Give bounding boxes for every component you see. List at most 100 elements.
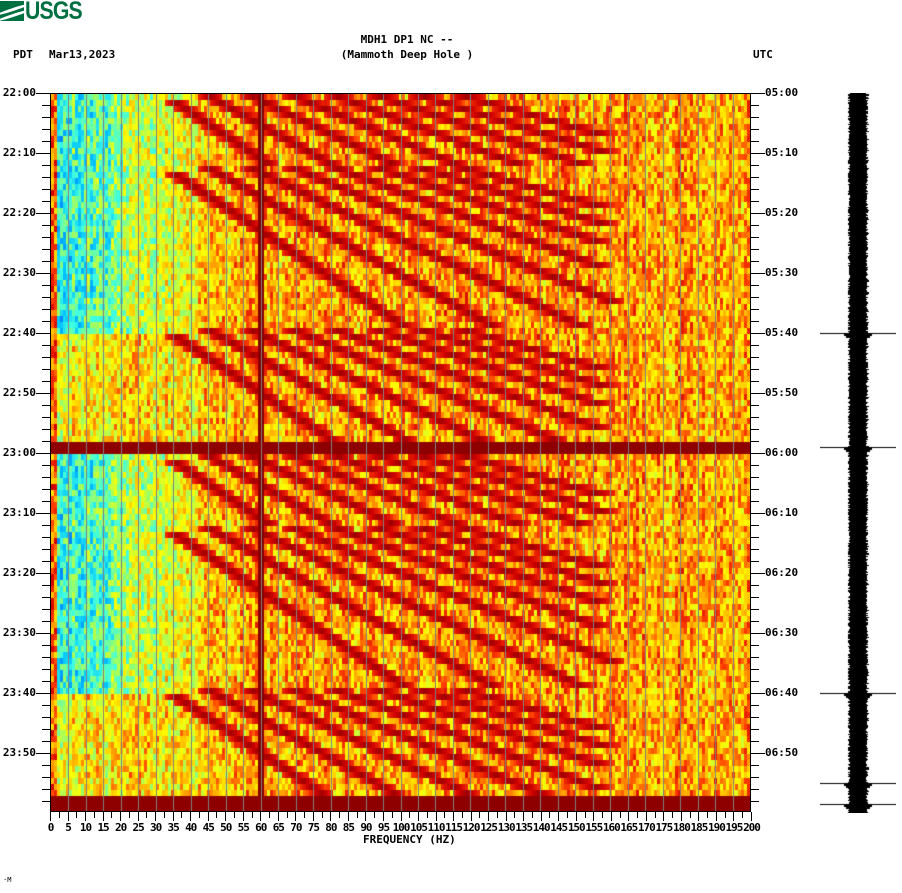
y-tick-right [751,225,759,226]
usgs-wave-icon [0,1,24,21]
y-tick-left [42,321,50,322]
y-tick-label-left: 23:40 [2,686,36,699]
y-tick-right [751,729,759,730]
x-tick-label: 90 [360,821,372,834]
y-tick-left [42,429,50,430]
y-tick-label-left: 23:10 [2,506,36,519]
y-tick-left [42,165,50,166]
x-tick [313,812,314,821]
y-tick-right [751,201,759,202]
y-tick-left [42,477,50,478]
y-tick-left [42,417,50,418]
x-tick-label: 150 [567,821,586,834]
y-tick-left [42,285,50,286]
x-tick [567,812,568,818]
x-tick [620,812,621,818]
y-tick-right [751,669,759,670]
x-tick-label: 45 [202,821,215,834]
y-tick-left [42,189,50,190]
y-tick-label-right: 06:10 [765,506,799,519]
x-tick [287,812,288,818]
x-tick [199,812,200,818]
x-tick [558,812,559,821]
y-tick-right [751,297,759,298]
y-tick-left [42,237,50,238]
x-tick [506,812,507,821]
x-tick-label: 110 [427,821,446,834]
y-tick-right [751,549,759,550]
y-tick-left [42,201,50,202]
y-tick-right [751,501,759,502]
y-tick-left [36,213,50,214]
x-tick [295,812,296,821]
x-tick [260,812,261,821]
x-tick [208,812,209,821]
y-tick-left [42,129,50,130]
y-tick-left [36,273,50,274]
x-tick [655,812,656,818]
x-tick [418,812,419,821]
y-tick-right [751,117,759,118]
x-tick [549,812,550,818]
y-tick-right [751,585,759,586]
y-tick-right [751,165,759,166]
x-tick [50,812,51,821]
y-tick-left [42,765,50,766]
y-tick-right [751,429,759,430]
x-tick [252,812,253,818]
y-tick-label-right: 05:20 [765,206,799,219]
y-tick-right [751,801,759,802]
y-tick-left [42,609,50,610]
y-tick-label-left: 22:30 [2,266,36,279]
y-tick-right [751,369,759,370]
x-tick-label: 130 [497,821,516,834]
x-tick-label: 40 [185,821,197,834]
x-tick [76,812,77,818]
y-tick-left [42,537,50,538]
y-tick-right [751,189,759,190]
x-tick [471,812,472,821]
y-tick-left [42,801,50,802]
y-tick-left [42,225,50,226]
x-tick [497,812,498,818]
footer-mark: ·M [3,876,12,884]
x-tick [541,812,542,821]
x-tick [383,812,384,821]
y-tick-left [36,513,50,514]
y-tick-left [42,105,50,106]
x-tick-label: 30 [150,821,162,834]
x-tick [269,812,270,818]
y-tick-right [751,477,759,478]
x-tick-label: 195 [725,821,744,834]
x-tick [392,812,393,818]
y-tick-right [751,213,765,214]
spectrogram-plot [50,93,751,812]
x-tick [304,812,305,818]
y-tick-right [751,105,759,106]
station-title: MDH1 DP1 NC -- [360,33,454,46]
y-tick-right [751,441,759,442]
y-tick-left [36,693,50,694]
y-tick-right [751,261,759,262]
x-tick [409,812,410,818]
y-tick-right [751,465,759,466]
y-tick-left [36,573,50,574]
x-tick [646,812,647,821]
x-tick [663,812,664,821]
y-tick-left [42,261,50,262]
x-tick [173,812,174,821]
y-tick-label-right: 06:00 [765,446,799,459]
y-tick-right [751,681,759,682]
y-tick-left [36,393,50,394]
y-tick-label-right: 05:40 [765,326,799,339]
x-tick [103,812,104,821]
y-tick-left [42,549,50,550]
x-tick [190,812,191,821]
station-location: (Mammoth Deep Hole ) [340,48,474,61]
y-tick-left [42,357,50,358]
x-tick-label: 0 [47,821,55,834]
y-tick-right [751,237,759,238]
y-tick-left [42,489,50,490]
x-tick-label: 75 [307,821,320,834]
y-tick-label-left: 22:40 [2,326,36,339]
